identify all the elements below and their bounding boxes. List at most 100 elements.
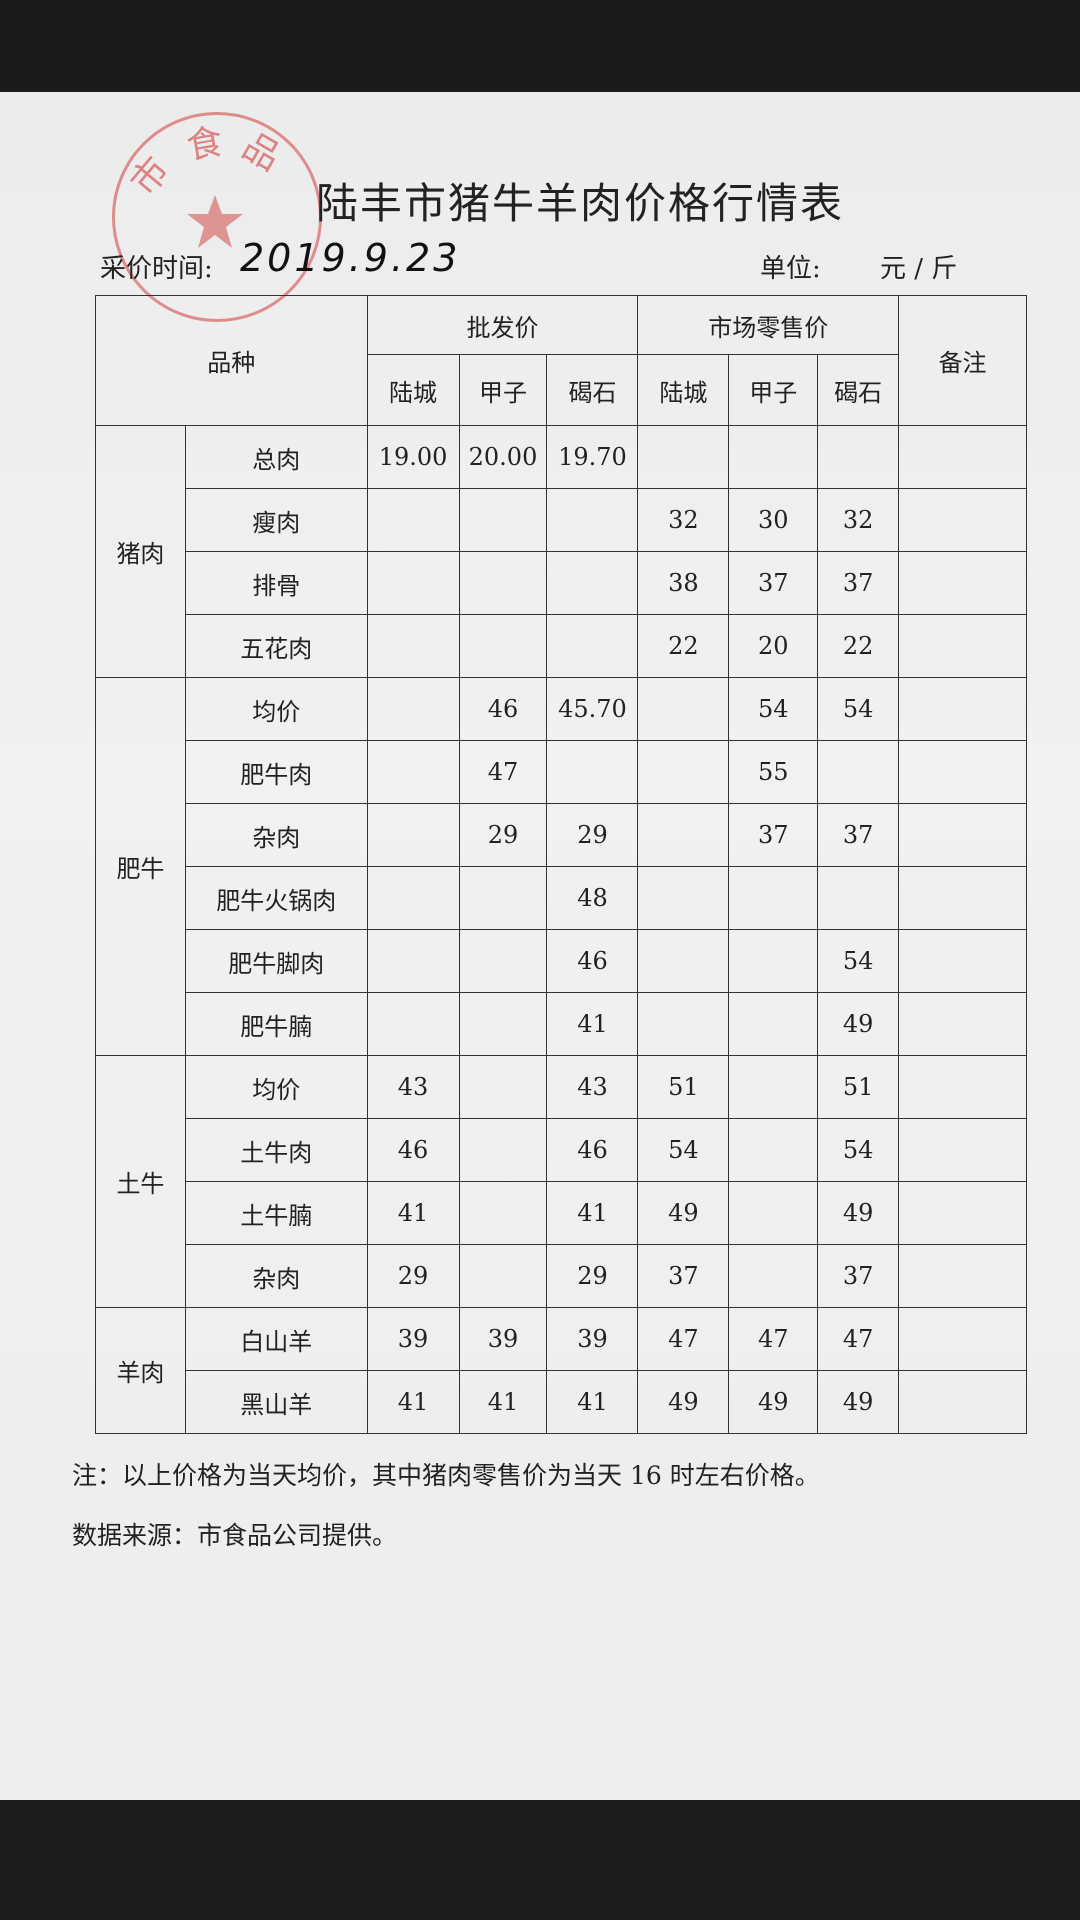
price-cell: 49 <box>817 1181 900 1245</box>
price-cell: 54 <box>728 677 819 741</box>
remark-cell <box>898 1370 1027 1434</box>
data-source: 数据来源：市食品公司提供。 <box>72 1521 398 1550</box>
footnote: 注：以上价格为当天均价，其中猪肉零售价为当天 16 时左右价格。 <box>72 1461 820 1490</box>
price-cell <box>458 614 548 678</box>
header-location: 甲子 <box>728 354 819 426</box>
item-name: 排骨 <box>184 551 368 615</box>
price-cell: 19.70 <box>546 425 639 489</box>
price-cell: 37 <box>817 551 900 615</box>
price-cell: 47 <box>817 1307 900 1371</box>
price-cell <box>366 488 460 552</box>
item-name: 肥牛肉 <box>184 740 368 804</box>
top-dark-border <box>0 0 1080 92</box>
header-wholesale: 批发价 <box>366 295 639 355</box>
table-row: 杂肉 29 29 37 37 <box>96 803 1027 867</box>
price-cell: 41 <box>366 1181 460 1245</box>
handwritten-date: 2019.9.23 <box>240 236 461 280</box>
remark-cell <box>898 1307 1027 1371</box>
remark-cell <box>898 1118 1027 1182</box>
price-cell: 37 <box>728 551 819 615</box>
header-location: 陆城 <box>366 354 460 426</box>
header-location: 甲子 <box>458 354 548 426</box>
unit-value: 元 / 斤 <box>880 254 958 284</box>
header-location: 碣石 <box>546 354 639 426</box>
price-cell <box>546 488 639 552</box>
table-row: 五花肉 22 20 22 <box>96 614 1027 678</box>
price-cell: 29 <box>546 1244 639 1308</box>
price-cell <box>728 866 819 930</box>
price-cell: 32 <box>817 488 900 552</box>
price-cell: 46 <box>366 1118 460 1182</box>
remark-cell <box>898 866 1027 930</box>
remark-cell <box>898 803 1027 867</box>
table-row: 土牛 均价 43 43 51 51 <box>95 1055 1027 1308</box>
stamp-char: 食 <box>183 121 227 168</box>
price-cell <box>817 425 900 489</box>
header-retail: 市场零售价 <box>637 295 900 355</box>
item-name: 肥牛腩 <box>184 992 368 1056</box>
price-cell <box>546 614 639 678</box>
price-cell <box>366 740 460 804</box>
price-cell: 55 <box>728 740 819 804</box>
price-cell: 41 <box>546 1370 639 1434</box>
price-cell <box>728 1055 819 1119</box>
table-row: 土牛腩 41 41 49 49 <box>96 1181 1027 1245</box>
price-cell <box>366 803 460 867</box>
item-name: 黑山羊 <box>184 1370 368 1434</box>
price-cell: 20.00 <box>458 425 548 489</box>
item-name: 白山羊 <box>184 1307 368 1371</box>
price-cell: 54 <box>817 1118 900 1182</box>
price-cell: 30 <box>728 488 819 552</box>
group-name: 羊肉 <box>95 1307 186 1434</box>
price-cell: 41 <box>366 1370 460 1434</box>
price-cell <box>458 929 548 993</box>
table-row: 羊肉 白山羊 39 39 39 47 47 47 <box>95 1307 1027 1434</box>
price-cell: 54 <box>817 929 900 993</box>
price-cell <box>458 1118 548 1182</box>
price-cell: 41 <box>546 992 639 1056</box>
price-cell <box>546 551 639 615</box>
price-cell <box>366 551 460 615</box>
price-cell: 49 <box>817 1370 900 1434</box>
price-cell: 41 <box>458 1370 548 1434</box>
price-cell <box>458 1181 548 1245</box>
star-icon <box>187 195 243 248</box>
item-name: 五花肉 <box>184 614 368 678</box>
remark-cell <box>898 1055 1027 1119</box>
page-title: 陆丰市猪牛羊肉价格行情表 <box>315 179 844 228</box>
header-location: 陆城 <box>637 354 730 426</box>
price-cell: 37 <box>728 803 819 867</box>
price-cell <box>728 425 819 489</box>
price-cell: 49 <box>637 1370 730 1434</box>
table-row: 肥牛腩 41 49 <box>96 992 1027 1056</box>
remark-cell <box>898 614 1027 678</box>
price-cell: 48 <box>546 866 639 930</box>
header-remark: 备注 <box>898 295 1027 426</box>
price-cell: 22 <box>637 614 730 678</box>
price-cell: 47 <box>728 1307 819 1371</box>
price-cell <box>458 992 548 1056</box>
price-cell: 46 <box>458 677 548 741</box>
item-name: 瘦肉 <box>184 488 368 552</box>
price-cell <box>546 740 639 804</box>
item-name: 肥牛脚肉 <box>184 929 368 993</box>
item-name: 土牛腩 <box>184 1181 368 1245</box>
table-row: 猪肉 总肉 19.00 20.00 19.70 <box>95 425 1027 678</box>
price-cell <box>458 488 548 552</box>
table-row: 土牛肉 46 46 54 54 <box>96 1118 1027 1182</box>
price-cell: 19.00 <box>366 425 460 489</box>
remark-cell <box>898 677 1027 741</box>
price-cell <box>728 1244 819 1308</box>
remark-cell <box>898 425 1027 489</box>
price-cell: 49 <box>637 1181 730 1245</box>
group-name: 肥牛 <box>95 677 186 1056</box>
price-cell: 51 <box>637 1055 730 1119</box>
price-cell: 39 <box>546 1307 639 1371</box>
price-cell: 51 <box>817 1055 900 1119</box>
item-name: 肥牛火锅肉 <box>184 866 368 930</box>
price-cell <box>637 740 730 804</box>
price-cell <box>366 992 460 1056</box>
price-cell <box>366 866 460 930</box>
price-cell <box>637 866 730 930</box>
price-cell <box>637 425 730 489</box>
